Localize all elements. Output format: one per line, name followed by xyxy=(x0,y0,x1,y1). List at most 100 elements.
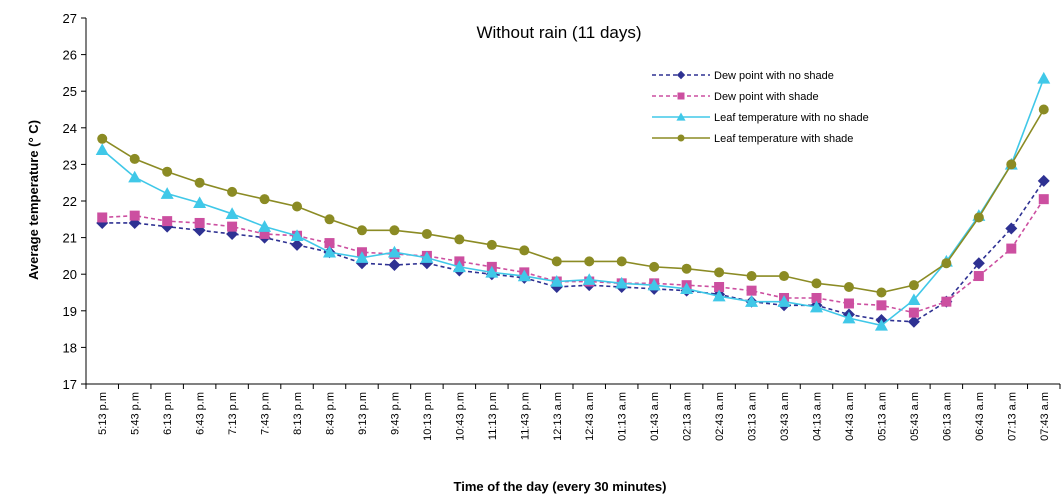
x-tick-label: 10:43 p.m xyxy=(454,392,466,441)
legend-marker xyxy=(677,92,685,100)
y-tick-label: 23 xyxy=(63,157,77,172)
x-tick-label: 03:13 a.m xyxy=(747,392,759,441)
y-tick-label: 27 xyxy=(63,11,77,26)
data-point xyxy=(681,263,692,274)
legend-marker xyxy=(676,112,686,121)
data-point xyxy=(193,196,207,209)
series-line xyxy=(101,109,1045,294)
data-point xyxy=(680,282,694,295)
x-tick-label: 6:43 p.m xyxy=(195,392,207,435)
data-point xyxy=(647,278,661,291)
y-tick-label: 21 xyxy=(63,231,77,246)
x-tick-label: 12:13 a.m xyxy=(552,392,564,441)
data-point xyxy=(1037,71,1051,84)
data-point xyxy=(454,234,465,245)
y-tick-label: 18 xyxy=(63,340,77,355)
legend: Dew point with no shade Dew point with sh… xyxy=(652,70,869,145)
data-point xyxy=(972,257,985,270)
x-tick-label: 02:43 a.m xyxy=(714,392,726,441)
x-tick-label: 5:43 p.m xyxy=(130,392,142,435)
x-tick-label: 03:43 a.m xyxy=(779,392,791,441)
legend-label: Dew point with shade xyxy=(714,91,819,103)
x-tick-label: 9:13 p.m xyxy=(357,392,369,435)
y-axis-title: Average temperature (° C) xyxy=(26,120,41,280)
data-point xyxy=(389,225,400,236)
x-tick-label: 01:13 a.m xyxy=(617,392,629,441)
data-point xyxy=(941,258,952,269)
legend-item: Leaf temperature with no shade xyxy=(652,112,869,124)
data-point xyxy=(908,307,919,318)
data-point xyxy=(129,210,140,221)
data-point xyxy=(225,207,239,220)
axes xyxy=(85,18,1060,385)
data-point xyxy=(810,300,823,313)
series-2 xyxy=(97,194,1049,318)
x-tick-label: 06:43 a.m xyxy=(974,392,986,441)
data-point xyxy=(746,271,757,282)
data-point xyxy=(227,221,238,232)
data-point xyxy=(162,216,173,227)
data-point xyxy=(876,300,887,311)
x-axis-title: Time of the day (every 30 minutes) xyxy=(454,479,667,494)
data-point xyxy=(162,166,173,177)
data-point xyxy=(746,285,757,296)
data-point xyxy=(259,194,270,205)
data-point xyxy=(258,220,272,232)
data-point xyxy=(452,260,466,273)
data-point xyxy=(584,256,595,267)
y-tick-label: 17 xyxy=(63,377,77,392)
x-tick-label: 5:13 p.m xyxy=(97,392,109,435)
data-point xyxy=(324,214,335,225)
data-point xyxy=(779,271,790,282)
y-tick-label: 26 xyxy=(63,48,77,63)
series-4 xyxy=(97,104,1049,298)
x-axis-ticks: 5:13 p.m 5:43 p.m 6:13 p.m 6:43 p.m 7:13 p.m… xyxy=(85,384,1061,441)
data-point xyxy=(128,170,142,183)
data-point xyxy=(745,295,759,307)
legend-label: Leaf temperature with shade xyxy=(714,133,853,145)
data-point xyxy=(227,186,238,197)
y-tick-label: 20 xyxy=(63,267,77,282)
data-point xyxy=(97,212,108,223)
legend-marker xyxy=(676,70,686,80)
data-point xyxy=(292,201,303,212)
x-tick-label: 02:13 a.m xyxy=(682,392,694,441)
legend-item: Dew point with no shade xyxy=(652,70,834,82)
data-point xyxy=(160,187,174,199)
data-point xyxy=(323,245,336,258)
data-point xyxy=(387,245,401,258)
x-tick-label: 07:43 a.m xyxy=(1039,392,1051,441)
data-point xyxy=(811,278,822,289)
y-tick-label: 25 xyxy=(63,84,77,99)
data-point xyxy=(973,271,984,282)
data-point xyxy=(194,217,205,228)
series-3 xyxy=(95,71,1051,331)
data-point xyxy=(1037,174,1050,187)
y-tick-label: 24 xyxy=(63,121,77,136)
data-point xyxy=(551,256,562,267)
data-point xyxy=(194,177,205,188)
y-tick-label: 22 xyxy=(63,194,77,209)
data-point xyxy=(517,269,531,282)
data-point xyxy=(1038,104,1049,115)
x-tick-label: 10:13 p.m xyxy=(422,392,434,441)
data-point xyxy=(777,295,791,307)
data-point xyxy=(712,289,726,302)
x-tick-label: 9:43 p.m xyxy=(389,392,401,435)
y-axis-ticks: 17 18 19 20 21 22 23 24 25 26 27 xyxy=(63,11,86,392)
x-tick-label: 7:13 p.m xyxy=(227,392,239,435)
data-point xyxy=(259,228,270,239)
data-point xyxy=(907,293,921,306)
data-point xyxy=(420,251,434,263)
series-layer xyxy=(95,71,1051,331)
x-tick-label: 06:13 a.m xyxy=(941,392,953,441)
x-tick-label: 05:13 a.m xyxy=(876,392,888,441)
x-tick-label: 8:13 p.m xyxy=(292,392,304,435)
data-point xyxy=(485,265,499,278)
data-point xyxy=(615,276,629,289)
data-point xyxy=(582,273,596,285)
data-point xyxy=(1006,159,1017,170)
data-point xyxy=(714,282,725,293)
data-point xyxy=(973,212,984,223)
